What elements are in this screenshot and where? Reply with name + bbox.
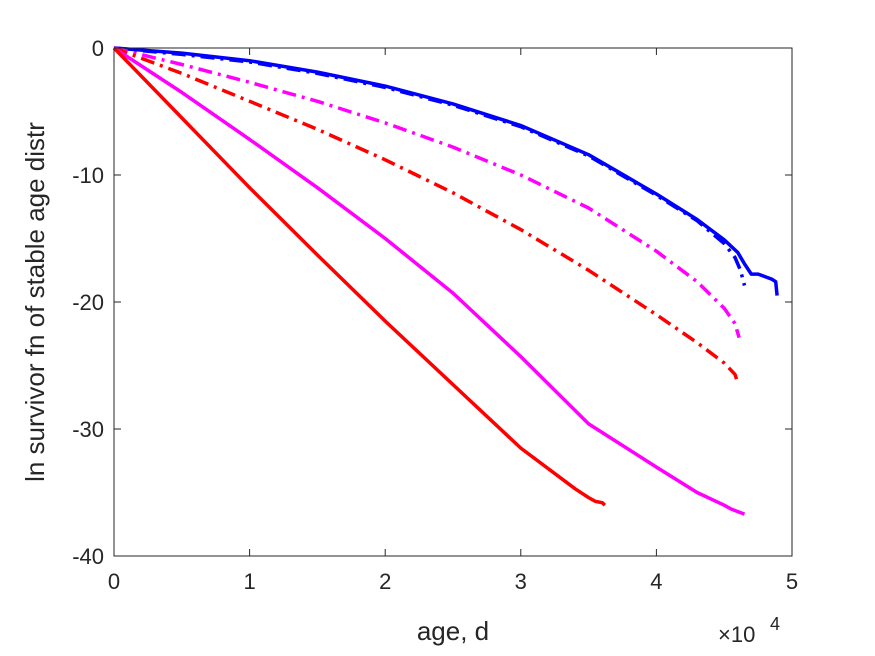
y-tick-label: -40 [72,544,104,569]
x-tick-label: 5 [786,569,798,594]
ticks-layer: 0 1 2 3 4 5 0 -10 -20 -30 -40 [72,36,798,594]
y-axis-label: ln survivor fn of stable age distr [20,122,50,482]
plot-background [114,48,792,556]
x-axis-multiplier: ×10 4 [718,614,780,647]
x-tick-label: 0 [108,569,120,594]
series-line-5 [113,46,746,516]
x-tick-label: 4 [650,569,662,594]
y-tick-label: 0 [92,36,104,61]
series-line-2 [113,46,747,286]
x-tick-label: 3 [515,569,527,594]
series-line-3 [113,46,741,339]
x-axis-label: age, d [417,616,489,646]
y-tick-label: -10 [72,163,104,188]
x-tick-label: 1 [243,569,255,594]
series-line-6 [112,46,607,507]
y-tick-label: -30 [72,417,104,442]
series-layer [112,46,779,516]
x-multiplier-base: ×10 [718,622,755,647]
x-multiplier-exponent: 4 [770,614,780,634]
x-tick-label: 2 [379,569,391,594]
y-tick-label: -20 [72,290,104,315]
series-line-4 [113,46,740,384]
